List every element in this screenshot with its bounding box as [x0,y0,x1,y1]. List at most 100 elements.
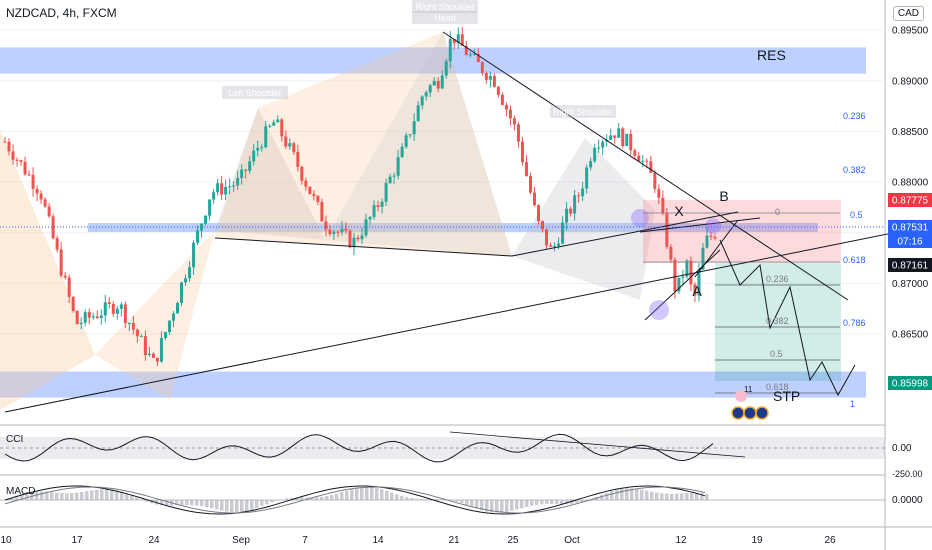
candle-body [376,205,380,207]
cci-label[interactable]: CCI [6,434,24,445]
fib-level-label: 0.236 [766,274,789,284]
macd-label[interactable]: MACD [6,486,36,497]
macd-histogram-bar [40,491,44,500]
macd-histogram-bar [290,497,294,500]
macd-histogram-bar [50,492,54,500]
x-tick-label: 14 [372,535,384,546]
candle-body [167,320,171,333]
macd-histogram-bar [510,500,514,511]
macd-histogram-bar [565,500,569,505]
right-shoulder-top-label: Right Shoulder [415,2,475,12]
macd-histogram-bar [475,500,479,509]
candle-body [464,45,468,55]
candle-body [601,141,605,148]
fib-level-label: 0 [775,207,780,217]
macd-histogram-bar [680,493,684,500]
candle-body [504,104,508,110]
candle-body [236,177,240,186]
candle-body [713,237,717,239]
y-tick-label: 0.88000 [892,178,929,189]
candle-body [633,150,637,156]
price-tag-label: 07:16 [897,237,922,248]
head-label: Head [434,13,456,23]
candle-body [416,105,420,122]
candle-body [336,231,340,233]
candle-body [292,143,296,153]
candle-body [143,336,147,356]
macd-histogram-bar [125,493,129,500]
candle-body [3,141,7,143]
currency-badge[interactable]: CAD [892,6,924,21]
stp-zone-label: STP [773,388,800,404]
candle-body [625,133,629,147]
x-tick-label: 19 [751,535,763,546]
macd-histogram-bar [390,492,394,500]
candle-body [673,259,677,292]
candle-body [63,275,67,278]
risk-box [643,200,841,263]
candle-body [492,75,496,87]
candle-body [23,161,27,175]
macd-histogram-bar [180,500,184,506]
macd-histogram-bar [575,500,579,504]
candle-body [51,216,55,239]
candle-body [308,186,312,194]
candle-body [520,141,524,163]
candle-body [368,217,372,220]
macd-histogram-bar [600,494,604,500]
candle-body [240,169,244,178]
candle-body [83,312,87,323]
candle-body [47,206,51,217]
macd-histogram-bar [85,491,89,500]
candle-body [272,122,276,126]
macd-histogram-bar [690,492,694,500]
x-tick-label: 10 [0,535,12,546]
macd-histogram-bar [555,500,559,505]
candle-body [151,353,155,358]
candle-body [220,183,224,195]
macd-histogram-bar [275,500,279,501]
candle-body [561,222,565,244]
candle-body [232,185,236,187]
candle-body [344,228,348,231]
cci-tick-label: -250.00 [892,469,923,479]
candle-body [400,146,404,158]
macd-histogram-bar [505,500,509,512]
x-tick-label: 24 [148,535,160,546]
pattern-label-bg [412,0,478,13]
trend-line [511,211,739,257]
res-zone-label: RES [757,47,786,63]
macd-histogram-bar [35,491,39,500]
candle-body [404,135,408,147]
pattern-label-bg [550,105,616,118]
candle-body [444,61,448,76]
flag-badge-icon [731,406,745,420]
candle-body [216,183,220,193]
candle-body [348,230,352,248]
candle-body [709,235,713,238]
macd-histogram-bar [645,490,649,500]
candle-body [95,316,99,319]
macd-histogram-bar [75,492,79,500]
fib-level-label: 0.618 [766,382,789,392]
candle-body [589,161,593,168]
macd-histogram-bar [425,499,429,500]
macd-signal-line [4,486,706,514]
flag-badge-icon [743,406,757,420]
point-b-label: B [719,188,728,204]
candle-body [436,80,440,89]
macd-histogram-bar [460,500,464,504]
candle-body [701,247,705,270]
candle-body [693,284,697,296]
macd-histogram-bar [70,493,74,500]
candle-body [468,54,472,56]
x-tick-label: 25 [507,535,519,546]
x-tick-label: 17 [71,535,83,546]
candle-body [340,228,344,233]
macd-histogram-bar [120,491,124,500]
pattern-label-bg [222,86,288,99]
candle-body [39,193,43,200]
macd-histogram-bar [490,500,494,513]
candle-body [408,134,412,136]
